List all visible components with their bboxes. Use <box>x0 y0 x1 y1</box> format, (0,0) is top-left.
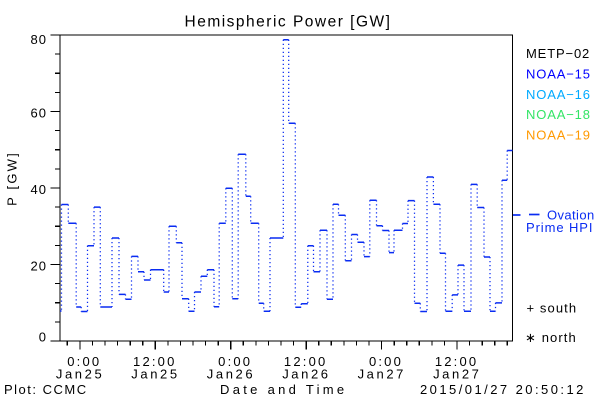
svg-text:0:00: 0:00 <box>67 354 101 369</box>
svg-text:Date and Time: Date and Time <box>220 382 347 397</box>
svg-text:40: 40 <box>31 182 47 197</box>
svg-text:12:00: 12:00 <box>435 354 479 369</box>
svg-text:Jan26: Jan26 <box>207 366 255 381</box>
svg-text:12:00: 12:00 <box>284 354 328 369</box>
svg-text:60: 60 <box>31 106 47 121</box>
svg-text:Jan25: Jan25 <box>131 366 179 381</box>
svg-text:Jan27: Jan27 <box>433 366 481 381</box>
svg-text:Plot: CCMC: Plot: CCMC <box>4 382 88 397</box>
svg-text:0:00: 0:00 <box>218 354 252 369</box>
svg-text:Ovation: Ovation <box>547 208 595 223</box>
svg-text:+ south: + south <box>527 300 578 315</box>
svg-text:2015/01/27 20:50:12: 2015/01/27 20:50:12 <box>420 382 586 397</box>
svg-text:NOAA−15: NOAA−15 <box>526 67 591 82</box>
svg-text:∗ north: ∗ north <box>525 330 577 345</box>
svg-text:12:00: 12:00 <box>133 354 177 369</box>
svg-text:NOAA−19: NOAA−19 <box>526 127 591 142</box>
svg-text:NOAA−18: NOAA−18 <box>526 107 591 122</box>
svg-text:Jan27: Jan27 <box>358 366 406 381</box>
svg-text:20: 20 <box>31 259 47 274</box>
svg-text:Prime HPI: Prime HPI <box>526 220 593 235</box>
svg-text:0: 0 <box>39 330 47 345</box>
svg-text:Jan26: Jan26 <box>282 366 330 381</box>
svg-text:Hemispheric Power [GW]: Hemispheric Power [GW] <box>185 14 392 31</box>
svg-text:80: 80 <box>31 32 47 47</box>
svg-text:METP−02: METP−02 <box>526 46 590 61</box>
svg-text:Jan25: Jan25 <box>56 366 104 381</box>
svg-text:0:00: 0:00 <box>369 354 403 369</box>
svg-text:NOAA−16: NOAA−16 <box>526 87 591 102</box>
svg-text:P [GW]: P [GW] <box>5 151 20 206</box>
